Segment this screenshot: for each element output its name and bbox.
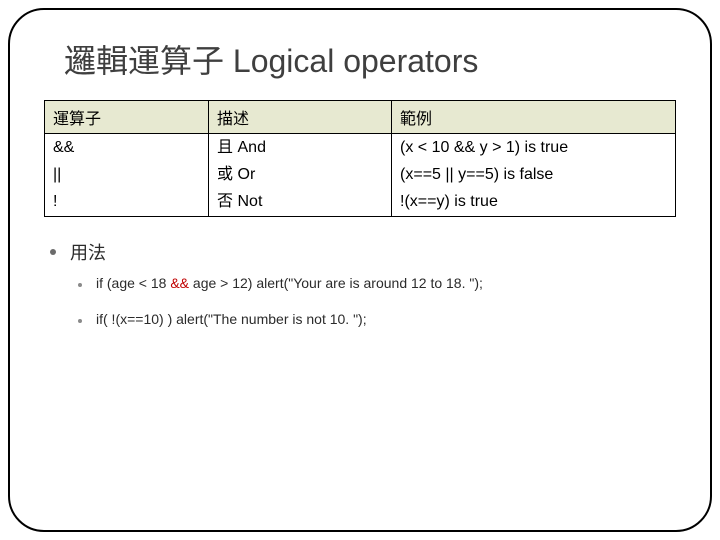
usage-code: if( !(x==10) ) alert("The number is not … (96, 311, 367, 327)
table-header-row: 運算子 描述 範例 (45, 101, 676, 134)
slide-frame: 邏輯運算子 Logical operators 運算子 描述 範例 && 且 A… (8, 8, 712, 532)
cell-op: ! (45, 188, 209, 216)
cell-ex: !(x==y) is true (392, 188, 676, 216)
table-row: ! 否 Not !(x==y) is true (45, 188, 676, 216)
usage-section: 用法 if (age < 18 && age > 12) alert("Your… (44, 239, 676, 327)
bullet-icon (78, 319, 82, 323)
col-header-operator: 運算子 (45, 101, 209, 134)
cell-desc: 或 Or (209, 161, 392, 188)
bullet-icon (50, 249, 56, 255)
usage-code: if (age < 18 && age > 12) alert("Your ar… (96, 275, 483, 291)
code-post: age > 12) alert("Your are is around 12 t… (189, 275, 483, 291)
code-highlight: && (170, 275, 189, 291)
usage-heading-label: 用法 (70, 239, 106, 265)
code-pre: if( !(x==10) ) alert("The number is not … (96, 311, 367, 327)
page-title: 邏輯運算子 Logical operators (64, 36, 676, 82)
cell-op: || (45, 161, 209, 188)
usage-item: if( !(x==10) ) alert("The number is not … (78, 311, 676, 327)
cell-desc: 否 Not (209, 188, 392, 216)
code-pre: if (age < 18 (96, 275, 170, 291)
col-header-example: 範例 (392, 101, 676, 134)
usage-item: if (age < 18 && age > 12) alert("Your ar… (78, 275, 676, 291)
cell-ex: (x==5 || y==5) is false (392, 161, 676, 188)
cell-desc: 且 And (209, 134, 392, 162)
operators-table: 運算子 描述 範例 && 且 And (x < 10 && y > 1) is … (44, 100, 676, 217)
cell-ex: (x < 10 && y > 1) is true (392, 134, 676, 162)
table-row: && 且 And (x < 10 && y > 1) is true (45, 134, 676, 162)
cell-op: && (45, 134, 209, 162)
usage-heading: 用法 (50, 239, 676, 265)
table-row: || 或 Or (x==5 || y==5) is false (45, 161, 676, 188)
col-header-description: 描述 (209, 101, 392, 134)
bullet-icon (78, 283, 82, 287)
